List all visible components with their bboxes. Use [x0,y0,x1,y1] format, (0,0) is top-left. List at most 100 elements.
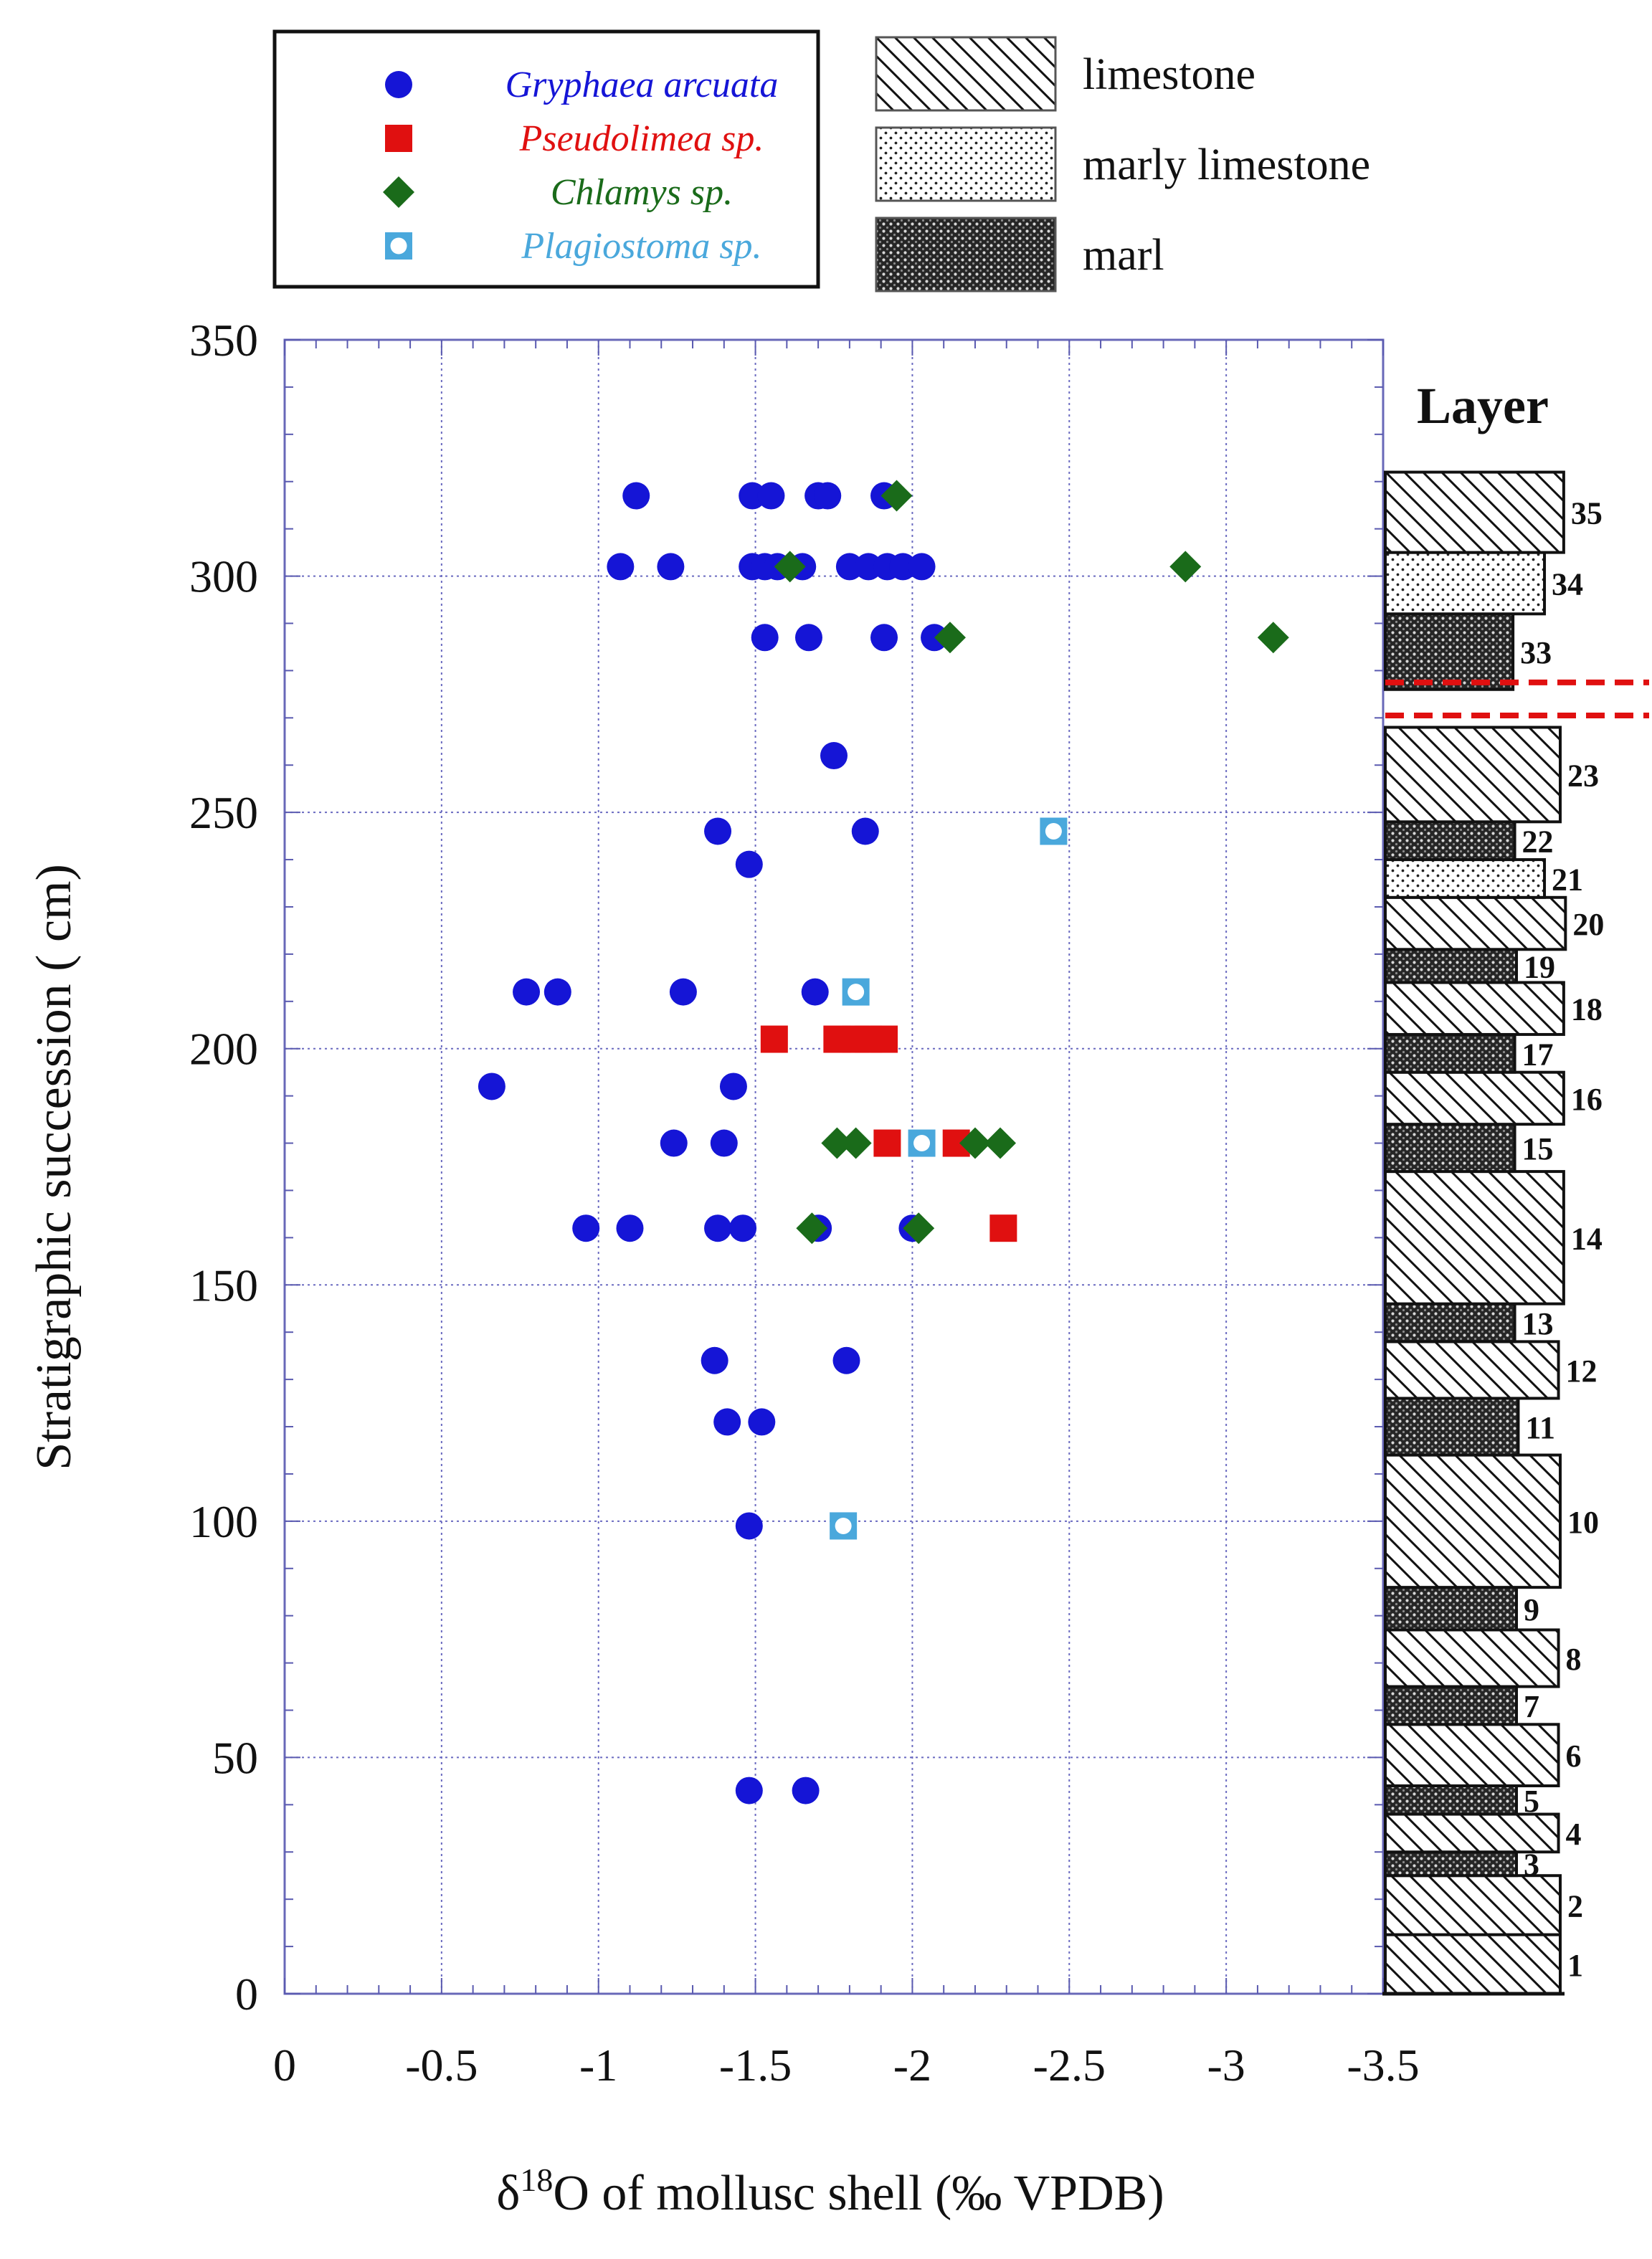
layer-bed [1384,1850,1518,1878]
layer-bed [1384,1628,1560,1688]
x-tick-label: -3 [1207,2040,1245,2091]
y-tick-label: 250 [189,787,258,838]
layer-number: 13 [1522,1306,1554,1341]
layer-bed [1384,1340,1560,1400]
data-point-gryphaea-arcuata [757,482,785,510]
layer-10: 10 [1384,1453,1599,1589]
legend-label: Gryphaea arcuata [505,65,779,105]
layer-13: 13 [1384,1302,1554,1343]
layer-number: 10 [1567,1505,1599,1540]
lithology-legend-item-limestone: limestone [875,36,1255,112]
data-point-plagiostoma-sp [1040,817,1068,845]
data-point-gryphaea-arcuata [855,553,883,581]
x-tick-label: -0.5 [405,2040,478,2091]
data-points [478,480,1289,1804]
lithology-label: marl [1083,231,1164,280]
data-point-gryphaea-arcuata [704,817,732,845]
layer-bed [1384,470,1565,554]
layer-22: 22 [1384,820,1554,862]
x-tick-label: -2 [893,2040,931,2091]
legend-marker [385,125,412,152]
x-tick-label: -2.5 [1033,2040,1106,2091]
data-point-gryphaea-arcuata [513,978,541,1006]
data-point-gryphaea-arcuata [735,850,763,878]
x-tick-label: -1 [579,2040,617,2091]
series-pseudolimea-sp [760,1025,1017,1242]
layer-bed [1384,551,1547,616]
axis-minor-ticks [284,339,1384,1994]
layer-bed [1384,612,1515,691]
data-point-gryphaea-arcuata [622,482,650,510]
layer-bed [1384,948,1518,984]
layer-bed [1384,1032,1516,1074]
data-point-chlamys-sp [1169,551,1202,583]
data-point-chlamys-sp [934,622,966,654]
data-point-pseudolimea-sp [870,1025,898,1053]
layer-number: 11 [1525,1410,1555,1445]
layer-9: 9 [1384,1586,1539,1632]
layer-number: 20 [1572,907,1604,942]
layer-bed [1384,726,1562,824]
data-point-gryphaea-arcuata [748,1408,776,1436]
y-tick-label: 0 [235,1969,258,2020]
layer-number: 8 [1566,1642,1582,1677]
x-tick-label: 0 [273,2040,296,2091]
data-point-gryphaea-arcuata [657,553,685,581]
series-chlamys-sp [774,480,1289,1245]
y-axis-tick-labels: 0 50 100 150 200 250 300 350 [189,315,258,2020]
data-point-gryphaea-arcuata [729,1214,757,1242]
layer-8: 8 [1384,1628,1582,1688]
layer-number: 19 [1524,949,1555,984]
data-point-chlamys-sp [984,1127,1016,1159]
layer-number: 23 [1567,758,1599,793]
layer-number: 33 [1520,635,1552,670]
legend-marker [385,232,412,260]
layer-number: 7 [1524,1689,1539,1724]
data-point-gryphaea-arcuata [735,1777,763,1804]
layer-bed [1384,981,1565,1036]
x-axis-title: δ18O of mollusc shell (‰ VPDB) [496,2161,1164,2221]
data-point-gryphaea-arcuata [478,1073,505,1100]
layer-12: 12 [1384,1340,1598,1400]
y-tick-label: 200 [189,1024,258,1075]
layer-3: 3 [1384,1847,1539,1883]
data-point-plagiostoma-sp [842,978,870,1006]
data-point-gryphaea-arcuata [794,624,822,652]
data-point-gryphaea-arcuata [832,1346,860,1374]
data-point-gryphaea-arcuata [701,1346,728,1374]
data-point-gryphaea-arcuata [908,553,936,581]
data-point-chlamys-sp [821,1127,853,1159]
layer-number: 34 [1552,566,1583,601]
data-point-gryphaea-arcuata [607,553,635,581]
y-tick-label: 150 [189,1260,258,1311]
x-tick-label: -3.5 [1347,2040,1419,2091]
legend-label: Chlamys sp. [551,172,733,213]
legend-item-plagiostoma-sp: Plagiostoma sp. [385,226,762,267]
data-point-pseudolimea-sp [760,1025,788,1053]
layer-number: 17 [1522,1037,1554,1072]
layer-number: 21 [1552,862,1583,897]
gridlines [285,340,1383,1994]
layer-number: 14 [1571,1221,1603,1256]
data-point-chlamys-sp [1257,622,1289,654]
data-point-chlamys-sp [796,1212,828,1245]
layer-5: 5 [1384,1784,1539,1819]
data-point-gryphaea-arcuata [820,742,848,770]
data-point-chlamys-sp [880,480,913,512]
layer-20: 20 [1384,895,1604,951]
layer-column: 1234567891011121314151617181920212223333… [1382,470,1649,1996]
data-point-gryphaea-arcuata [792,1777,820,1804]
legend-label: Plagiostoma sp. [521,226,761,267]
layer-number: 35 [1571,496,1603,531]
legend-item-gryphaea-arcuata: Gryphaea arcuata [385,65,778,105]
layer-number: 3 [1524,1847,1539,1883]
data-point-gryphaea-arcuata [851,817,879,845]
layer-bed [1384,1123,1516,1174]
y-tick-label: 50 [212,1732,258,1783]
layer-2: 2 [1384,1874,1583,1936]
layer-bed [1384,858,1547,899]
data-point-pseudolimea-sp [873,1129,901,1157]
data-point-gryphaea-arcuata [710,1129,738,1157]
legend-item-chlamys-sp: Chlamys sp. [383,172,733,213]
data-point-gryphaea-arcuata [739,482,766,510]
